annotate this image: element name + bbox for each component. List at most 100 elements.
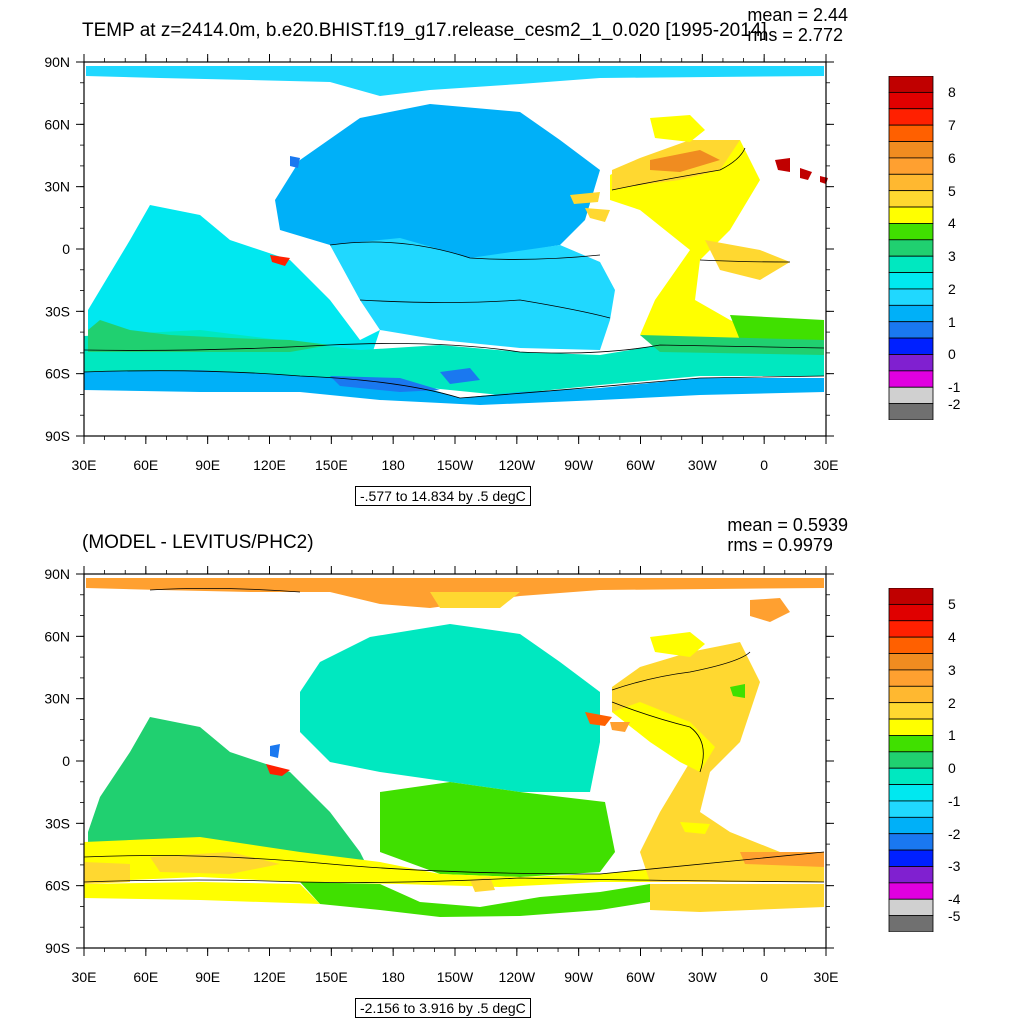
colorbar-swatch <box>888 767 934 785</box>
colorbar-label: 8 <box>948 84 956 101</box>
colorbar-swatch <box>888 702 934 720</box>
atlantic-ocean <box>612 642 824 882</box>
atlantic-ocean <box>610 140 780 345</box>
colorbar-swatch <box>888 386 934 405</box>
lon-label: 30W <box>688 969 718 985</box>
lon-label: 150W <box>437 969 474 985</box>
colorbar-swatch <box>888 653 934 671</box>
lon-label: 150E <box>315 457 348 473</box>
lon-label: 90E <box>195 969 220 985</box>
colorbar-swatch <box>888 337 934 355</box>
colorbar-swatch <box>888 141 934 159</box>
lon-label: 150E <box>315 969 348 985</box>
colorbar-swatch <box>888 816 934 835</box>
lat-label: 60S <box>45 878 70 894</box>
lon-label: 90W <box>564 969 594 985</box>
antarctic-margin <box>300 882 650 917</box>
colorbar-swatch <box>888 304 934 323</box>
colorbar-swatch <box>888 403 934 420</box>
lon-label: 120W <box>499 969 536 985</box>
rms-value: rms = 2.772 <box>747 25 843 45</box>
lon-label: 30E <box>814 969 839 985</box>
lat-label: 90N <box>44 566 70 582</box>
colorbar-label: 4 <box>948 629 956 646</box>
colorbar-swatch <box>888 751 934 769</box>
colorbar <box>888 588 934 932</box>
colorbar-label: 4 <box>948 215 956 232</box>
colorbar-swatch <box>888 603 934 622</box>
contour-range-box: -.577 to 14.834 by .5 degC <box>355 486 531 506</box>
indian-ocean <box>88 205 380 362</box>
south-pacific <box>330 238 615 350</box>
stats-block: mean = 0.5939 rms = 0.9979 <box>727 515 848 555</box>
lon-label: 30E <box>814 457 839 473</box>
colorbar-label: 1 <box>948 727 956 744</box>
colorbar-swatch <box>888 173 934 192</box>
arctic-ocean <box>86 66 824 96</box>
lon-label: 150W <box>437 457 474 473</box>
lat-label: 30S <box>45 815 70 831</box>
indian-ocean <box>88 717 370 872</box>
colorbar-label: 7 <box>948 117 956 134</box>
colorbar-swatch <box>888 76 934 93</box>
colorbar-swatch <box>888 718 934 736</box>
lat-label: 0 <box>62 753 70 769</box>
colorbar-label: 3 <box>948 248 956 265</box>
lat-label: 90S <box>45 428 70 444</box>
lat-label: 60S <box>45 366 70 382</box>
lon-label: 0 <box>760 969 768 985</box>
difference-panel: (MODEL - LEVITUS/PHC2) mean = 0.5939 rms… <box>0 512 1024 1024</box>
colorbar-swatch <box>888 288 934 306</box>
colorbar-swatch <box>888 784 934 802</box>
lon-label: 60W <box>626 969 656 985</box>
colorbar-label: 0 <box>948 760 956 777</box>
ocean-field <box>83 62 828 436</box>
panel-title: (MODEL - LEVITUS/PHC2) <box>82 532 314 553</box>
colorbar-label: -2 <box>948 825 961 842</box>
colorbar-swatch <box>888 685 934 704</box>
colorbar-swatch <box>888 239 934 257</box>
lon-label: 30E <box>72 457 97 473</box>
colorbar-label: -1 <box>948 792 961 809</box>
colorbar-label: 0 <box>948 346 956 363</box>
colorbar <box>888 76 934 420</box>
colorbar-swatch <box>888 91 934 110</box>
panel-title: TEMP at z=2414.0m, b.e20.BHIST.f19_g17.r… <box>82 20 767 41</box>
stats-block: mean = 2.44 rms = 2.772 <box>747 5 848 45</box>
temperature-panel: TEMP at z=2414.0m, b.e20.BHIST.f19_g17.r… <box>44 5 961 506</box>
lon-label: 180 <box>381 969 405 985</box>
colorbar-swatch <box>888 124 934 142</box>
lat-label: 30N <box>44 179 70 195</box>
southern-ocean <box>84 837 824 887</box>
south-pacific <box>380 782 615 877</box>
lat-label: 60N <box>44 628 70 644</box>
colorbar-label: -1 <box>948 379 961 396</box>
colorbar-label: 2 <box>948 280 956 297</box>
colorbar-swatch <box>888 620 934 638</box>
lon-label: 90E <box>195 457 220 473</box>
colorbar-swatch <box>888 354 934 372</box>
lon-label: 60E <box>133 969 158 985</box>
lon-label: 60W <box>626 457 656 473</box>
lon-label: 120E <box>253 457 286 473</box>
colorbar-swatch <box>888 370 934 388</box>
colorbar-label: -2 <box>948 395 961 412</box>
colorbar-swatch <box>888 915 934 932</box>
colorbar-swatch <box>888 272 934 290</box>
antarctic-margin <box>84 370 824 405</box>
colorbar-label: 5 <box>948 596 956 613</box>
lat-label: 30S <box>45 303 70 319</box>
colorbar-swatch <box>888 223 934 241</box>
lon-label: 30W <box>688 457 718 473</box>
lat-label: 30N <box>44 691 70 707</box>
colorbar-swatch <box>888 588 934 605</box>
colorbar-swatch <box>888 866 934 884</box>
lon-label: 120W <box>499 457 536 473</box>
colorbar-label: 6 <box>948 149 956 166</box>
colorbar-label: -3 <box>948 858 961 875</box>
colorbar-swatch <box>888 882 934 900</box>
